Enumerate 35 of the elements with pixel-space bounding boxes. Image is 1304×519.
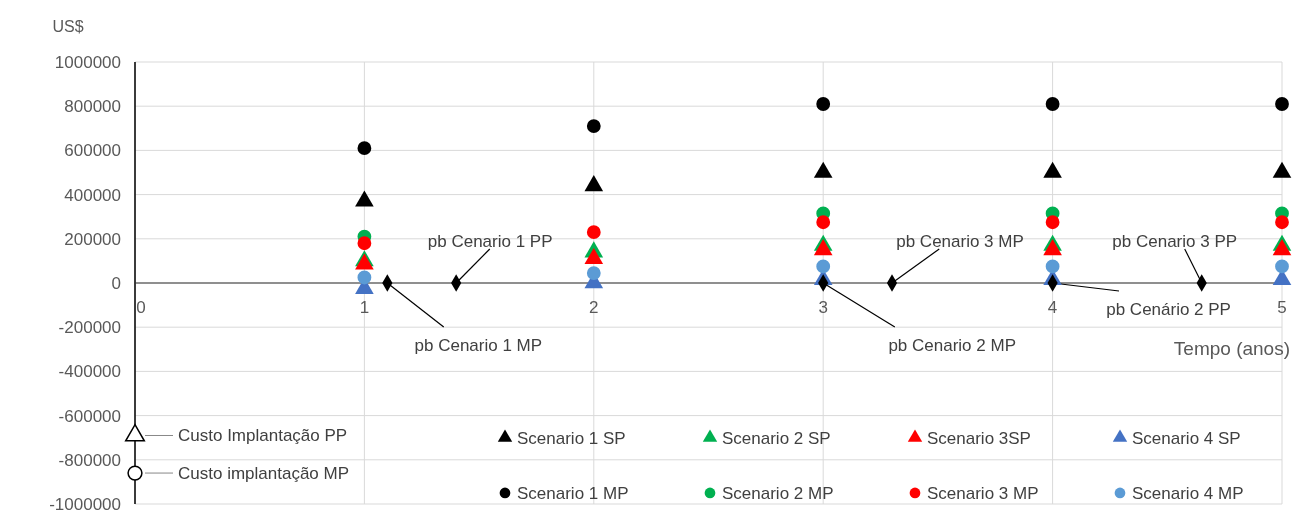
y-tick-label: -400000 <box>58 362 121 382</box>
y-tick-label: -1000000 <box>49 494 121 514</box>
annotation: pb Cenario 2 MP <box>888 335 1016 355</box>
legend-label: Scenario 2 MP <box>722 483 834 503</box>
y-tick-label: 600000 <box>64 141 121 161</box>
annotation: pb Cenario 1 MP <box>414 335 543 355</box>
legend-label: Scenario 3 MP <box>927 483 1039 503</box>
x-tick-label: 2 <box>589 298 599 317</box>
y-tick-label: 0 <box>111 273 121 293</box>
x-tick-label: 4 <box>1047 298 1058 317</box>
y-tick-label: 1000000 <box>54 52 121 72</box>
series-label: Custo Implantação PP <box>178 426 348 446</box>
annotation: pb Cenário 2 PP <box>1106 299 1231 319</box>
x-tick-label: 0 <box>136 298 146 317</box>
annotation: pb Cenario 3 MP <box>896 231 1024 251</box>
x-tick-label: 3 <box>818 298 828 317</box>
x-axis-title: Tempo (anos) <box>1173 338 1290 359</box>
y-axis-title: US$ <box>52 18 84 35</box>
y-tick-label: -800000 <box>58 450 121 470</box>
legend-label: Scenario 3SP <box>927 428 1031 448</box>
legend-label: Scenario 1 SP <box>517 428 626 448</box>
y-tick-label: -200000 <box>58 318 121 338</box>
annotation: pb Cenario 3 PP <box>1112 231 1238 251</box>
annotation: pb Cenario 1 PP <box>427 231 553 251</box>
y-tick-label: 800000 <box>64 97 121 117</box>
legend-label: Scenario 4 MP <box>1132 483 1244 503</box>
legend-label: Scenario 4 SP <box>1132 428 1241 448</box>
x-tick-label: 1 <box>359 298 370 317</box>
text: Custo implantação MP <box>178 464 350 484</box>
x-tick-label: 5 <box>1277 298 1287 317</box>
legend-label: Scenario 1 MP <box>517 483 629 503</box>
legend-label: Scenario 2 SP <box>722 428 831 448</box>
y-tick-label: -600000 <box>58 406 121 426</box>
y-tick-label: 400000 <box>64 185 121 205</box>
y-tick-label: 200000 <box>64 229 121 249</box>
